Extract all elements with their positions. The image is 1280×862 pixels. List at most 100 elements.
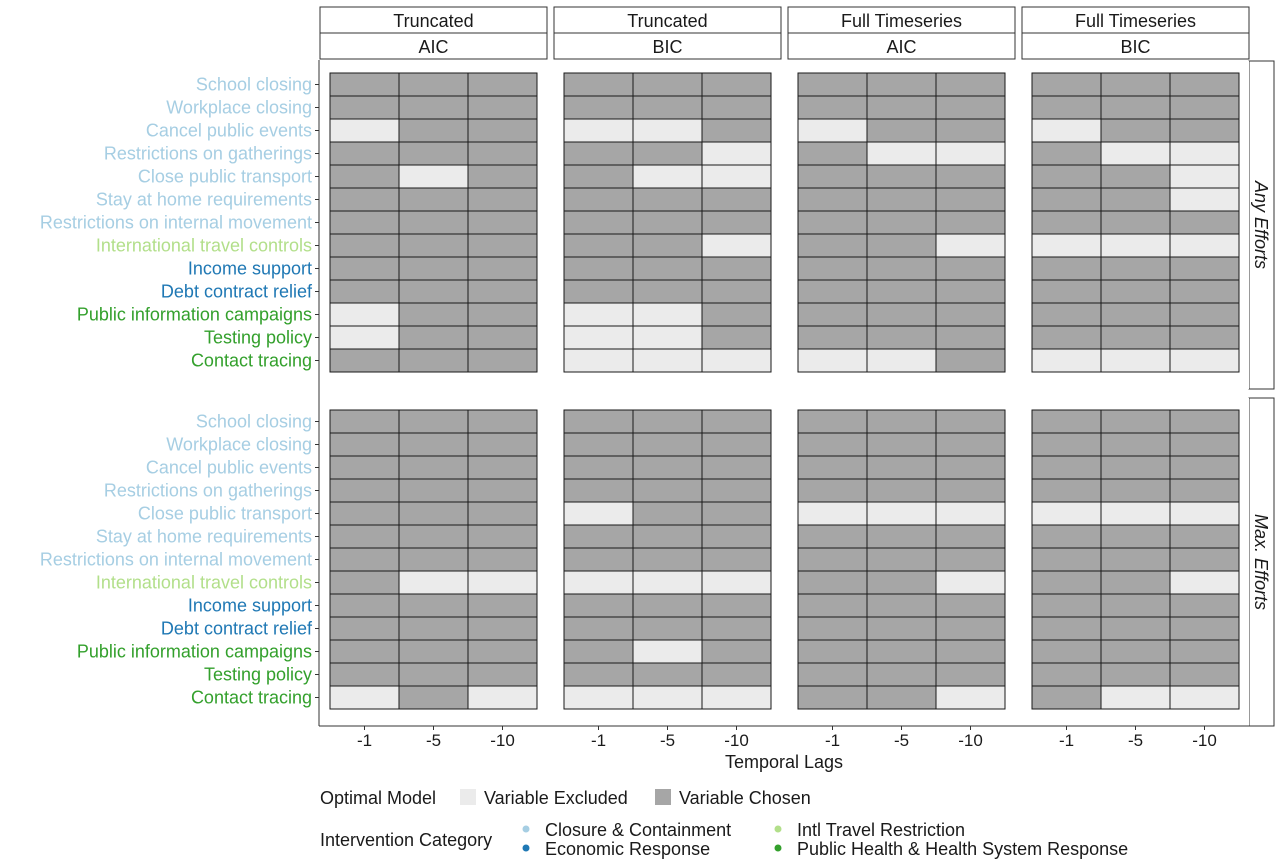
heatmap-cell xyxy=(866,409,937,434)
variable-label: Stay at home requirements xyxy=(96,190,312,210)
heatmap-cell xyxy=(935,141,1006,166)
heatmap-cell xyxy=(467,72,538,97)
heatmap-cell xyxy=(1100,478,1171,503)
heatmap-cell xyxy=(1031,325,1102,350)
heatmap-cell xyxy=(797,279,868,304)
heatmap-cell xyxy=(1169,118,1240,143)
x-tick-label: -1 xyxy=(825,731,840,750)
legend-title-intervention-category: Intervention Category xyxy=(320,830,492,850)
variable-label: Contact tracing xyxy=(191,351,312,371)
heatmap-cell xyxy=(329,524,400,549)
heatmap-cell xyxy=(1031,593,1102,618)
x-tick-label: -10 xyxy=(1192,731,1217,750)
heatmap-cell xyxy=(797,233,868,258)
heatmap-cell xyxy=(398,662,469,687)
heatmap-cell xyxy=(935,348,1006,373)
heatmap-cell xyxy=(866,279,937,304)
heatmap-cell xyxy=(701,279,772,304)
variable-label: Public information campaigns xyxy=(77,642,312,662)
heatmap-cell xyxy=(632,593,703,618)
heatmap-cell xyxy=(935,524,1006,549)
heatmap-cell xyxy=(563,524,634,549)
heatmap-cell xyxy=(467,432,538,457)
legend: Optimal Model Variable Excluded Variable C… xyxy=(320,788,1128,859)
heatmap-cell xyxy=(1100,409,1171,434)
heatmap-cell xyxy=(797,501,868,526)
variable-label: Restrictions on gatherings xyxy=(104,144,312,164)
heatmap-cell xyxy=(935,164,1006,189)
heatmap-cell xyxy=(1169,325,1240,350)
heatmap-cell xyxy=(329,685,400,710)
heatmap-cell xyxy=(701,233,772,258)
heatmap-cell xyxy=(866,164,937,189)
heatmap-cell xyxy=(329,233,400,258)
heatmap-cell xyxy=(632,478,703,503)
legend-item-label: Intl Travel Restriction xyxy=(797,820,965,840)
variable-label: Restrictions on internal movement xyxy=(40,550,312,570)
heatmap-cell xyxy=(1100,524,1171,549)
heatmap-cell xyxy=(563,325,634,350)
heatmap-cell xyxy=(1169,455,1240,480)
heatmap-cell xyxy=(866,72,937,97)
heatmap-cell xyxy=(935,455,1006,480)
heatmap-cell xyxy=(563,279,634,304)
heatmap-cell xyxy=(1169,210,1240,235)
heatmap-cell xyxy=(1100,187,1171,212)
heatmap-cell xyxy=(329,302,400,327)
heatmap-cell xyxy=(632,455,703,480)
heatmap-cell xyxy=(1100,141,1171,166)
heatmap-cell xyxy=(701,639,772,664)
heatmap-cell xyxy=(866,118,937,143)
heatmap-cell xyxy=(398,501,469,526)
heatmap-cell xyxy=(866,616,937,641)
heatmap-cell xyxy=(866,501,937,526)
heatmap-cell xyxy=(1031,639,1102,664)
heatmap-cell xyxy=(1100,639,1171,664)
heatmap-cell xyxy=(329,95,400,120)
x-tick-label: -5 xyxy=(660,731,675,750)
heatmap-cell xyxy=(398,187,469,212)
heatmap-cell xyxy=(866,685,937,710)
heatmap-cell xyxy=(701,95,772,120)
heatmap-cell xyxy=(329,141,400,166)
heatmap-cell xyxy=(467,455,538,480)
heatmap-cell xyxy=(632,501,703,526)
heatmap-cell xyxy=(632,256,703,281)
variable-label: International travel controls xyxy=(96,573,312,593)
heatmap-cell xyxy=(1100,455,1171,480)
heatmap-cell xyxy=(398,141,469,166)
heatmap-cell xyxy=(701,524,772,549)
heatmap-cell xyxy=(1100,210,1171,235)
heatmap-cell xyxy=(935,118,1006,143)
heatmap-cell xyxy=(398,685,469,710)
heatmap-cell xyxy=(467,95,538,120)
heatmap-cell xyxy=(563,501,634,526)
x-tick-label: -10 xyxy=(958,731,983,750)
heatmap-cell xyxy=(1031,570,1102,595)
heatmap-cell xyxy=(1100,279,1171,304)
x-tick-label: -10 xyxy=(490,731,515,750)
heatmap-cell xyxy=(467,524,538,549)
heatmap-cell xyxy=(797,95,868,120)
heatmap-cell xyxy=(1100,547,1171,572)
heatmap-cell xyxy=(1169,72,1240,97)
heatmap-cell xyxy=(1031,685,1102,710)
heatmap-cell xyxy=(1169,501,1240,526)
heatmap-cell xyxy=(866,478,937,503)
heatmap-cell xyxy=(398,72,469,97)
variable-label: Testing policy xyxy=(204,328,312,348)
heatmap-cell xyxy=(1031,524,1102,549)
heatmap-cell xyxy=(1169,639,1240,664)
heatmap-cell xyxy=(467,685,538,710)
heatmap-cell xyxy=(329,547,400,572)
legend-item-label: Variable Excluded xyxy=(484,788,628,808)
strip-box-bottom xyxy=(1021,32,1250,60)
heatmap-cell xyxy=(866,233,937,258)
heatmap-cell xyxy=(398,233,469,258)
heatmap-cell xyxy=(329,210,400,235)
heatmap-cell xyxy=(701,616,772,641)
legend-swatch xyxy=(655,789,671,805)
heatmap-cell xyxy=(1169,256,1240,281)
heatmap-cell xyxy=(1100,501,1171,526)
variable-labels: School closing Workplace closing Cancel pu… xyxy=(40,75,319,708)
